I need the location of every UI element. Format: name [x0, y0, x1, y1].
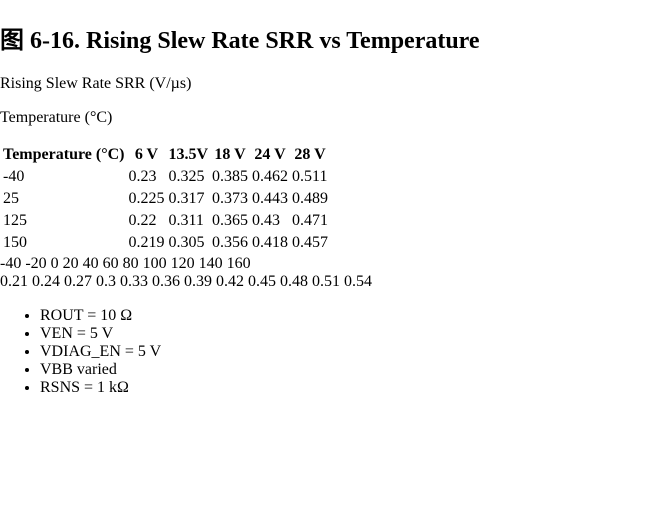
x-value: 150 [3, 233, 27, 251]
x-tick: -40 [0, 254, 22, 272]
x-value: -40 [3, 167, 25, 185]
value: 0.373 [212, 189, 249, 207]
value: 0.317 [168, 189, 205, 207]
annotation: VDIAG_EN = 5 V [40, 343, 653, 361]
y-tick: 0.54 [344, 272, 372, 290]
value: 0.22 [128, 211, 157, 229]
value: 0.511 [292, 167, 328, 185]
x-tick-list: -40 -20 0 20 40 60 80 100 120 140 160 [0, 255, 653, 273]
chart: 图 6-16. Rising Slew Rate SRR vs Temperat… [0, 20, 653, 397]
caption: 图 6-16. Rising Slew Rate SRR vs Temperat… [0, 27, 480, 54]
annotation: ROUT = 10 Ω [40, 307, 653, 325]
x-tick: 80 [122, 254, 139, 272]
x-header: Temperature (°C) [3, 145, 125, 163]
x-tick: 160 [226, 254, 251, 272]
x-tick: 40 [82, 254, 99, 272]
y-tick: 0.24 [32, 272, 60, 290]
x-tick: 140 [198, 254, 223, 272]
x-value: 125 [3, 211, 27, 229]
value: 0.385 [212, 167, 249, 185]
value: 0.443 [252, 189, 289, 207]
y-tick: 0.3 [96, 272, 116, 290]
x-tick: 60 [102, 254, 119, 272]
y-tick: 0.33 [120, 272, 148, 290]
value: 0.457 [292, 233, 329, 251]
table-row: -40 0.23 0.325 0.385 0.462 0.511 [2, 167, 329, 187]
annotation: VEN = 5 V [40, 325, 653, 343]
y-tick: 0.27 [64, 272, 92, 290]
chart-data-table: Temperature (°C) 6 V 13.5V 18 V 24 V 28 … [0, 143, 331, 255]
annotation: RSNS = 1 kΩ [40, 379, 653, 397]
table-row: 150 0.219 0.305 0.356 0.418 0.457 [2, 233, 329, 253]
value: 0.365 [212, 211, 249, 229]
y-tick-list: 0.21 0.24 0.27 0.3 0.33 0.36 0.39 0.42 0… [0, 273, 653, 291]
x-tick: -20 [25, 254, 47, 272]
x-tick: 100 [142, 254, 167, 272]
series-header: 24 V [254, 145, 286, 163]
x-tick: 120 [170, 254, 195, 272]
series-header: 6 V [134, 145, 159, 163]
y-tick: 0.36 [152, 272, 180, 290]
value: 0.489 [292, 189, 329, 207]
value: 0.23 [128, 167, 157, 185]
y-tick: 0.45 [248, 272, 276, 290]
value: 0.305 [168, 233, 205, 251]
value: 0.471 [292, 211, 329, 229]
x-axis-label: Temperature (°C) [0, 108, 113, 126]
y-tick: 0.21 [0, 272, 28, 290]
series-header: 28 V [294, 145, 326, 163]
value: 0.225 [128, 189, 165, 207]
table-row: 25 0.225 0.317 0.373 0.443 0.489 [2, 189, 329, 209]
value: 0.356 [212, 233, 249, 251]
annotation: VBB varied [40, 361, 653, 379]
header-row: Temperature (°C) 6 V 13.5V 18 V 24 V 28 … [2, 145, 329, 165]
y-axis-label: Rising Slew Rate SRR (V/µs) [0, 74, 192, 92]
y-tick: 0.51 [312, 272, 340, 290]
x-value: 25 [3, 189, 19, 207]
value: 0.325 [168, 167, 205, 185]
series-header: 18 V [214, 145, 246, 163]
value: 0.462 [252, 167, 289, 185]
value: 0.311 [168, 211, 204, 229]
x-tick: 20 [62, 254, 79, 272]
value: 0.219 [128, 233, 165, 251]
value: 0.43 [252, 211, 281, 229]
annotations: ROUT = 10 Ω VEN = 5 V VDIAG_EN = 5 V VBB… [0, 307, 653, 397]
series-header: 13.5V [168, 145, 209, 163]
y-tick: 0.39 [184, 272, 212, 290]
table-row: 125 0.22 0.311 0.365 0.43 0.471 [2, 211, 329, 231]
y-tick: 0.48 [280, 272, 308, 290]
value: 0.418 [252, 233, 289, 251]
x-tick: 0 [50, 254, 59, 272]
y-tick: 0.42 [216, 272, 244, 290]
